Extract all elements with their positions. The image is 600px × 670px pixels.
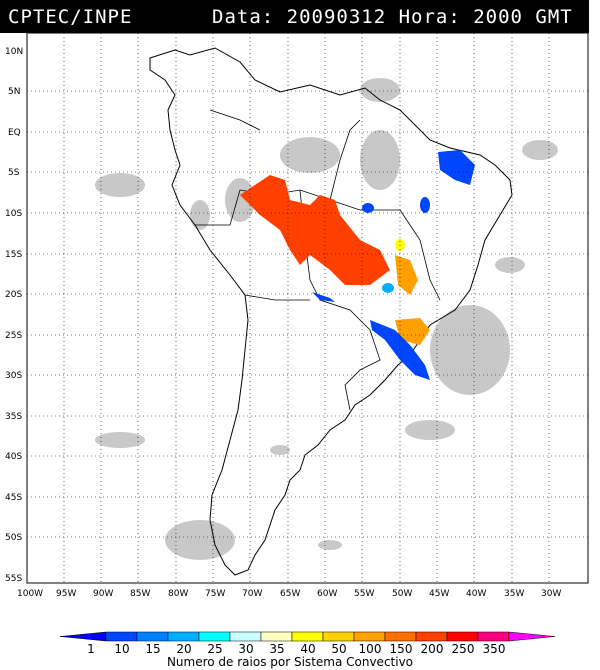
- lon-label: 95W: [56, 589, 76, 599]
- colorbar-segment: [353, 631, 386, 642]
- colorbar: [59, 631, 556, 642]
- colorbar-label: 20: [176, 642, 191, 656]
- colorbar-label: 350: [483, 642, 506, 656]
- colorbar-segment: [291, 631, 324, 642]
- header-datetime: Data: 20090312 Hora: 2000 GMT: [212, 6, 573, 28]
- lat-label: 35S: [5, 412, 22, 422]
- lat-label: 10N: [5, 47, 23, 57]
- lat-label: EQ: [8, 128, 21, 138]
- colorbar-label: 250: [452, 642, 475, 656]
- lat-label: 45S: [5, 493, 22, 503]
- colorbar-segment: [136, 631, 169, 642]
- lon-label: 45W: [429, 589, 449, 599]
- colorbar-segment: [446, 631, 479, 642]
- colorbar-label: 150: [390, 642, 413, 656]
- colorbar-label: 50: [331, 642, 346, 656]
- lon-label: 60W: [317, 589, 337, 599]
- colorbar-label: 100: [359, 642, 382, 656]
- lat-label: 50S: [5, 533, 22, 543]
- colorbar-title: Numero de raios por Sistema Convectivo: [167, 655, 413, 669]
- lon-label: 35W: [504, 589, 524, 599]
- colorbar-segment: [508, 631, 556, 642]
- continent-outline: [149, 47, 513, 576]
- lon-label: 80W: [168, 589, 188, 599]
- colorbar-segment: [105, 631, 138, 642]
- lat-label: 20S: [5, 290, 22, 300]
- colorbar-segment: [198, 631, 231, 642]
- colorbar-segment: [229, 631, 262, 642]
- lon-label: 75W: [205, 589, 225, 599]
- colorbar-segment: [260, 631, 293, 642]
- lat-label: 40S: [5, 452, 22, 462]
- map-frame: [26, 33, 589, 584]
- colorbar-label: 25: [207, 642, 222, 656]
- lat-label: 10S: [5, 209, 22, 219]
- lon-label: 70W: [242, 589, 262, 599]
- lat-label: 25S: [5, 331, 22, 341]
- colorbar-label: 200: [421, 642, 444, 656]
- colorbar-label: 15: [145, 642, 160, 656]
- gridlines: [27, 33, 588, 583]
- lon-label: 30W: [541, 589, 561, 599]
- latitude-labels: 10N 5N EQ 5S 10S 15S 20S 25S 30S 35S 40S…: [5, 47, 23, 584]
- lat-label: 55S: [5, 574, 22, 584]
- colorbar-label: 1: [87, 642, 95, 656]
- colorbar-label: 35: [269, 642, 284, 656]
- lon-label: 100W: [17, 589, 43, 599]
- header-source: CPTEC/INPE: [8, 6, 133, 28]
- lat-label: 30S: [5, 371, 22, 381]
- longitude-labels: 100W 95W 90W 85W 80W 75W 70W 65W 60W 55W…: [17, 589, 561, 599]
- lon-label: 90W: [93, 589, 113, 599]
- lon-label: 40W: [466, 589, 486, 599]
- lon-label: 50W: [392, 589, 412, 599]
- colorbar-label: 30: [238, 642, 253, 656]
- colorbar-segment: [322, 631, 355, 642]
- colorbar-segment: [384, 631, 417, 642]
- lightning-map: 10N 5N EQ 5S 10S 15S 20S 25S 30S 35S 40S…: [5, 33, 589, 669]
- colorbar-segment: [477, 631, 510, 642]
- colorbar-segment: [167, 631, 200, 642]
- lat-label: 15S: [5, 250, 22, 260]
- colorbar-segment: [59, 631, 107, 642]
- colorbar-label: 40: [300, 642, 315, 656]
- header-bar: CPTEC/INPE Data: 20090312 Hora: 2000 GMT: [0, 0, 589, 33]
- colorbar-labels: 1 10 15 20 25 30 35 40 50 100 150 200 25…: [87, 642, 505, 656]
- lon-label: 65W: [280, 589, 300, 599]
- lon-label: 55W: [354, 589, 374, 599]
- lat-label: 5S: [8, 168, 20, 178]
- colorbar-segment: [415, 631, 448, 642]
- lon-label: 85W: [130, 589, 150, 599]
- lat-label: 5N: [8, 87, 20, 97]
- colorbar-label: 10: [114, 642, 129, 656]
